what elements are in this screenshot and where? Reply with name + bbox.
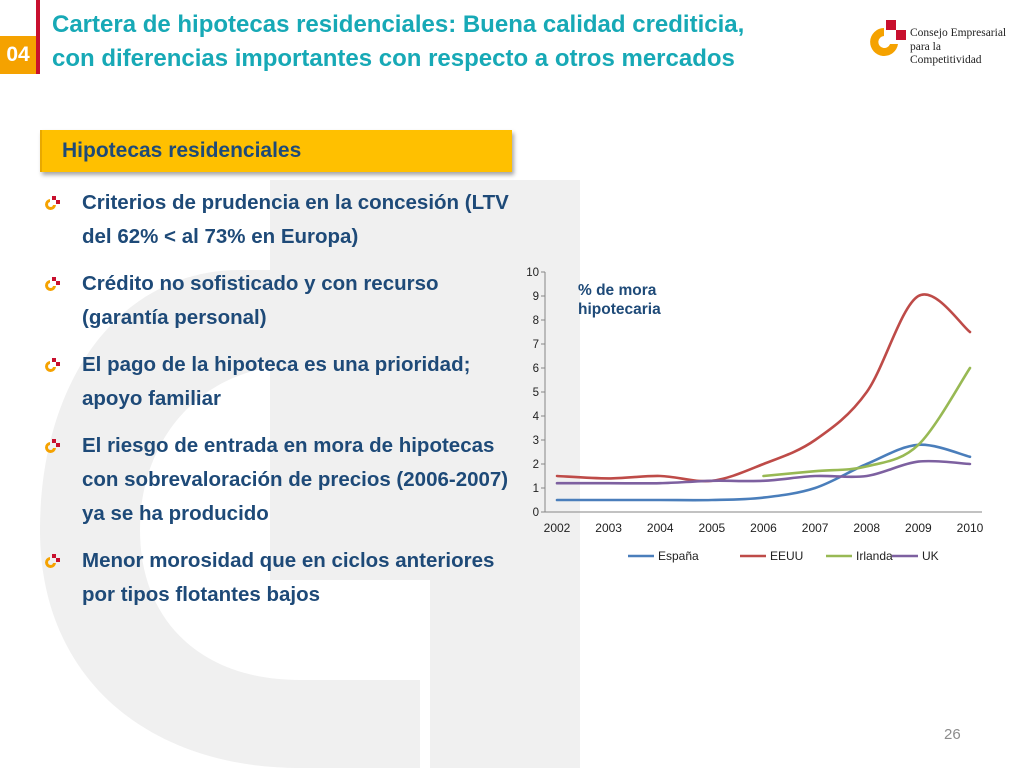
y-tick-label: 10	[526, 267, 539, 279]
list-item: Menor morosidad que en ciclos anteriores…	[44, 544, 514, 612]
bullet-icon	[45, 358, 60, 372]
y-tick-label: 6	[533, 363, 539, 375]
list-item: El riesgo de entrada en mora de hipoteca…	[44, 429, 514, 531]
list-item: El pago de la hipoteca es una prioridad;…	[44, 348, 514, 416]
page-number: 26	[944, 726, 961, 743]
legend-label: EEUU	[770, 549, 803, 563]
bullet-icon	[45, 554, 60, 568]
watermark-logo-icon	[40, 180, 580, 768]
title-line-1: Cartera de hipotecas residenciales: Buen…	[52, 11, 745, 38]
mortgage-delinquency-chart: 0 1 2 3 4 5 6 7 8 9 10 2002 2003 2004 2005 2006 2007 2008…	[526, 267, 984, 563]
series-line-uk	[555, 459, 972, 485]
bullet-icon	[45, 277, 60, 291]
x-tick-label: 2006	[750, 521, 777, 535]
x-tick-label: 2004	[647, 521, 674, 535]
logo-text: Consejo Empresarial para la Competitivid…	[910, 27, 1022, 68]
y-tick-label: 1	[533, 483, 539, 495]
bullet-list: Criterios de prudencia en la concesión (…	[44, 186, 514, 625]
x-tick-label: 2005	[699, 521, 726, 535]
logo-line-3: Competitividad	[910, 54, 982, 66]
cec-logo-icon	[870, 20, 906, 56]
title-line-2: con diferencias importantes con respecto…	[52, 45, 735, 72]
y-tick-label: 5	[533, 387, 539, 399]
section-label: Hipotecas residenciales	[62, 139, 302, 162]
bullet-text: Menor morosidad que en ciclos anteriores…	[82, 549, 495, 606]
x-tick-label: 2009	[905, 521, 932, 535]
bullet-text: Crédito no sofisticado y con recurso (ga…	[82, 272, 439, 329]
x-tick-label: 2007	[802, 521, 829, 535]
y-tick-label: 8	[533, 315, 539, 327]
legend-label: Irlanda	[856, 549, 893, 563]
bullet-text: El riesgo de entrada en mora de hipoteca…	[82, 434, 509, 525]
bullet-icon	[45, 196, 60, 210]
x-tick-label: 2003	[595, 521, 622, 535]
series-line-espana	[555, 443, 972, 502]
bullet-text: El pago de la hipoteca es una prioridad;…	[82, 353, 471, 410]
list-item: Criterios de prudencia en la concesión (…	[44, 186, 514, 254]
x-tick-label: 2008	[853, 521, 880, 535]
list-item: Crédito no sofisticado y con recurso (ga…	[44, 267, 514, 335]
legend-label: España	[658, 549, 699, 563]
series-line-irlanda	[762, 366, 972, 478]
x-tick-label: 2002	[544, 521, 571, 535]
series-line-eeuu	[555, 293, 972, 483]
y-tick-label: 7	[533, 339, 539, 351]
y-tick-label: 0	[533, 507, 539, 519]
x-tick-label: 2010	[957, 521, 984, 535]
chart-title-line: hipotecaria	[578, 301, 661, 318]
chart-title-line: % de mora	[578, 282, 657, 299]
y-tick-label: 3	[533, 435, 539, 447]
section-header: Hipotecas residenciales	[40, 130, 512, 172]
logo-line-1: Consejo Empresarial	[910, 27, 1007, 39]
bullet-text: Criterios de prudencia en la concesión (…	[82, 191, 509, 248]
title-accent-bar	[36, 0, 40, 74]
y-tick-label: 4	[533, 411, 540, 423]
section-number: 04	[0, 36, 36, 74]
legend-label: UK	[922, 549, 939, 563]
logo-line-2: para la	[910, 40, 941, 53]
page-title: Cartera de hipotecas residenciales: Buen…	[52, 8, 852, 76]
bullet-icon	[45, 439, 60, 453]
y-tick-label: 2	[533, 459, 539, 471]
y-tick-label: 9	[533, 291, 539, 303]
cec-logo: Consejo Empresarial para la Competitivid…	[866, 12, 1024, 72]
